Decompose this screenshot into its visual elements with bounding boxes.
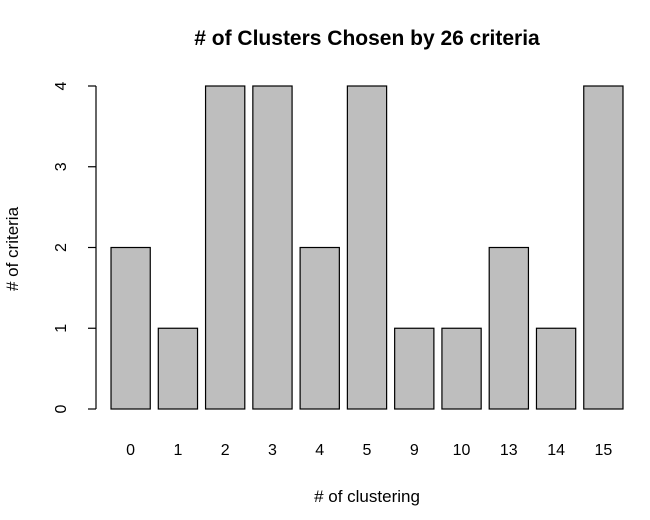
bar-10 xyxy=(441,327,482,410)
bar-3 xyxy=(252,85,293,410)
y-axis: 0 1 2 3 4 xyxy=(53,81,97,413)
x-tick-label: 0 xyxy=(126,442,135,459)
x-tick-label: 3 xyxy=(268,442,277,459)
x-tick-label: 15 xyxy=(594,442,612,459)
x-axis-title: # of clustering xyxy=(314,487,420,506)
bar-1 xyxy=(157,327,199,410)
y-tick-label: 0 xyxy=(53,404,70,413)
x-tick-label: 9 xyxy=(410,442,419,459)
x-tick-label: 2 xyxy=(221,442,230,459)
y-tick-label: 3 xyxy=(53,162,70,171)
x-tick-label: 10 xyxy=(453,442,471,459)
x-tick-label: 13 xyxy=(500,442,518,459)
x-tick-label: 14 xyxy=(547,442,565,459)
bar-5 xyxy=(346,85,388,410)
bar-13 xyxy=(488,246,530,410)
bar-0 xyxy=(110,246,151,410)
chart-title: # of Clusters Chosen by 26 criteria xyxy=(194,27,540,50)
x-tick-label: 5 xyxy=(363,442,372,459)
y-tick-label: 2 xyxy=(53,243,70,252)
y-axis-title: # of criteria xyxy=(3,206,22,291)
y-tick-label: 1 xyxy=(53,324,70,333)
bar-9 xyxy=(394,327,435,410)
bar-14 xyxy=(535,327,577,410)
x-tick-label: 4 xyxy=(315,442,324,459)
bar-2 xyxy=(204,85,246,410)
bar-4 xyxy=(299,246,340,410)
y-tick-label: 4 xyxy=(53,81,70,90)
x-tick-label: 1 xyxy=(173,442,182,459)
bars-group xyxy=(110,85,624,410)
x-axis-labels: 0 1 2 3 4 5 9 10 13 14 15 xyxy=(126,442,612,459)
bar-15 xyxy=(583,85,624,410)
